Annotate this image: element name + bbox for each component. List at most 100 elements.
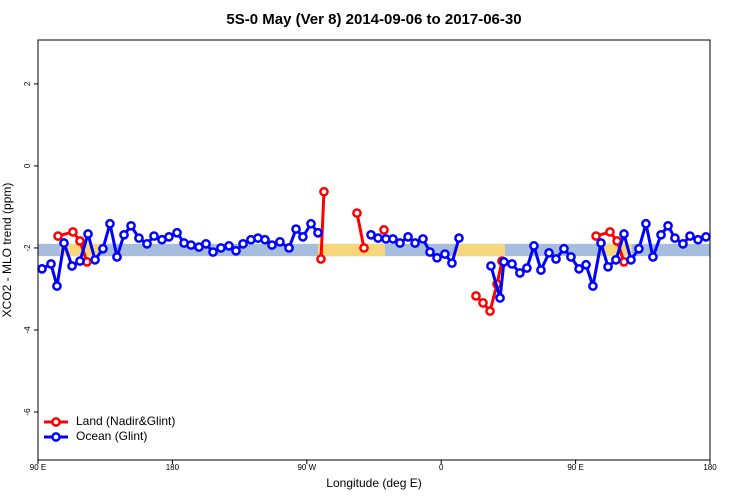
data-point bbox=[37, 264, 47, 274]
y-tick-label: -2 bbox=[23, 244, 32, 252]
data-point bbox=[693, 234, 703, 245]
data-point bbox=[284, 243, 294, 253]
data-point bbox=[403, 232, 413, 242]
x-tick-label: 90 E bbox=[567, 463, 583, 472]
data-point bbox=[663, 220, 673, 231]
data-point bbox=[201, 238, 211, 249]
data-point bbox=[216, 243, 226, 253]
data-point bbox=[432, 252, 442, 263]
data-point bbox=[641, 218, 651, 229]
data-point bbox=[90, 254, 100, 265]
land-span bbox=[318, 243, 386, 257]
data-point bbox=[134, 233, 144, 243]
data-point bbox=[260, 234, 270, 245]
data-point bbox=[172, 227, 182, 238]
y-tick-label: 2 bbox=[23, 81, 32, 86]
data-point bbox=[634, 243, 644, 254]
y-tick-label: -6 bbox=[23, 408, 32, 416]
data-point bbox=[670, 233, 680, 243]
x-axis-label: Longitude (deg E) bbox=[326, 476, 421, 490]
data-point bbox=[46, 259, 56, 269]
land-span bbox=[455, 243, 505, 257]
data-point bbox=[529, 241, 539, 251]
data-point bbox=[105, 218, 115, 229]
data-point bbox=[231, 245, 241, 256]
data-point bbox=[522, 263, 532, 273]
data-point bbox=[395, 238, 405, 248]
y-tick-label: 0 bbox=[23, 163, 32, 168]
land-span bbox=[59, 243, 100, 257]
data-point bbox=[574, 264, 584, 274]
data-point bbox=[544, 248, 554, 258]
legend-marker bbox=[51, 417, 61, 427]
data-point bbox=[486, 261, 496, 271]
data-point bbox=[298, 232, 308, 242]
data-point bbox=[59, 238, 69, 248]
data-point bbox=[678, 238, 688, 249]
data-point bbox=[164, 232, 174, 242]
data-point bbox=[536, 265, 546, 275]
legend-marker bbox=[51, 432, 61, 442]
data-point bbox=[440, 249, 450, 259]
data-point bbox=[388, 234, 398, 244]
data-point bbox=[291, 224, 301, 234]
data-point bbox=[379, 225, 389, 235]
data-point bbox=[126, 220, 136, 231]
data-point bbox=[588, 281, 598, 291]
data-point bbox=[208, 247, 218, 257]
data-point bbox=[507, 259, 517, 269]
data-point bbox=[478, 298, 488, 308]
data-point bbox=[359, 243, 369, 253]
data-point bbox=[581, 259, 591, 270]
data-point bbox=[149, 231, 159, 241]
legend-label: Land (Nadir&Glint) bbox=[76, 414, 175, 428]
x-tick-label: 90 W bbox=[297, 463, 316, 472]
data-point bbox=[52, 281, 62, 291]
x-tick-label: 180 bbox=[703, 463, 717, 472]
data-point bbox=[186, 240, 196, 250]
data-point bbox=[566, 252, 576, 262]
data-point bbox=[267, 240, 277, 250]
data-point bbox=[596, 238, 606, 248]
plot-frame bbox=[37, 39, 711, 461]
data-point bbox=[591, 231, 601, 241]
series-line bbox=[57, 191, 626, 313]
data-point bbox=[499, 257, 509, 267]
data-point bbox=[485, 306, 495, 316]
data-point bbox=[605, 227, 615, 237]
data-point bbox=[656, 229, 666, 240]
y-axis-label: XCO2 - MLO trend (ppm) bbox=[0, 183, 14, 318]
data-point bbox=[238, 238, 248, 249]
data-point bbox=[275, 236, 285, 247]
data-point bbox=[68, 227, 78, 237]
x-tick-label: 0 bbox=[439, 463, 444, 472]
data-point bbox=[306, 218, 316, 229]
legend-label: Ocean (Glint) bbox=[76, 429, 147, 443]
y-tick-label: -4 bbox=[23, 326, 32, 334]
data-point bbox=[454, 233, 464, 243]
data-point bbox=[142, 238, 152, 249]
data-point bbox=[319, 186, 329, 197]
data-point bbox=[83, 229, 93, 239]
data-point bbox=[313, 227, 323, 238]
data-point bbox=[119, 229, 129, 240]
data-point bbox=[603, 261, 613, 272]
data-point bbox=[701, 232, 711, 242]
data-point bbox=[75, 236, 85, 246]
data-point bbox=[551, 254, 561, 264]
data-point bbox=[112, 252, 122, 262]
data-point bbox=[98, 243, 108, 254]
data-point bbox=[410, 238, 420, 248]
x-tick-label: 90 E bbox=[30, 463, 46, 472]
x-tick-label: 180 bbox=[166, 463, 180, 472]
data-point bbox=[75, 256, 85, 266]
data-point bbox=[418, 234, 428, 244]
data-point bbox=[495, 293, 505, 303]
data-point bbox=[316, 254, 326, 264]
data-point bbox=[471, 291, 481, 301]
chart-title: 5S-0 May (Ver 8) 2014-09-06 to 2017-06-3… bbox=[226, 11, 521, 28]
data-point bbox=[626, 254, 636, 265]
data-point bbox=[224, 241, 234, 251]
data-point bbox=[67, 261, 77, 271]
data-point bbox=[515, 268, 525, 278]
